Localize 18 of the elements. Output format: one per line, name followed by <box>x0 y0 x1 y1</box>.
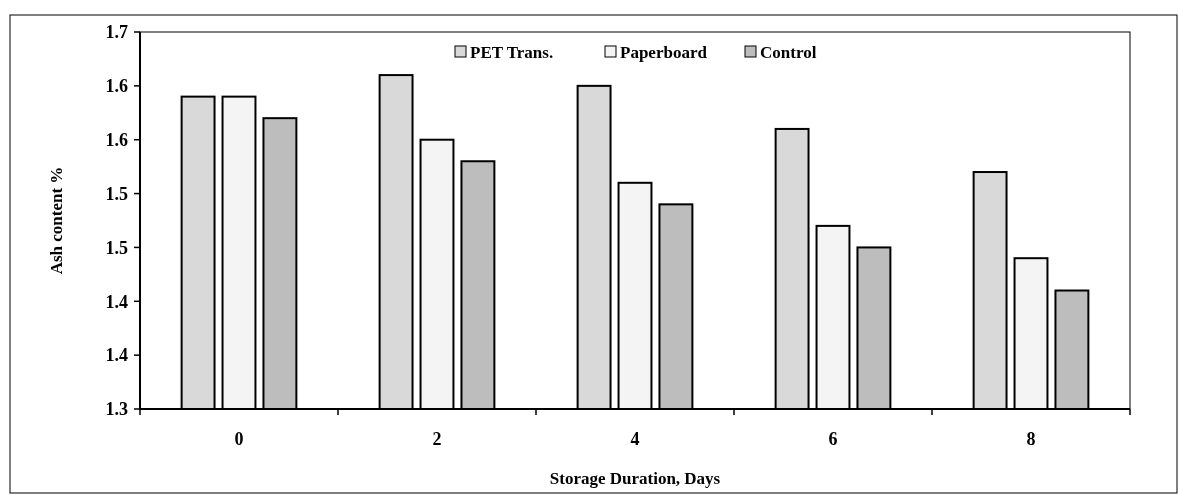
legend-label: Control <box>760 42 817 62</box>
y-tick-label: 1.5 <box>105 237 128 258</box>
legend-label: Paperboard <box>620 42 708 62</box>
y-tick-label: 1.6 <box>105 76 128 97</box>
y-tick-label: 1.7 <box>105 22 128 43</box>
y-tick-label: 1.6 <box>105 130 128 151</box>
y-tick-label: 1.3 <box>105 399 128 420</box>
x-tick-label: 8 <box>1026 429 1036 449</box>
y-axis-title: Ash content % <box>47 166 66 275</box>
x-axis-title: Storage Duration, Days <box>549 469 721 488</box>
x-tick-label: 4 <box>630 429 640 449</box>
x-tick-label: 2 <box>432 429 442 449</box>
y-tick-label: 1.4 <box>105 291 128 312</box>
legend-label: PET Trans. <box>470 42 554 62</box>
x-tick-label: 0 <box>234 429 244 449</box>
x-tick-label: 6 <box>828 429 838 449</box>
y-tick-label: 1.4 <box>105 345 128 366</box>
y-tick-label: 1.5 <box>105 183 128 204</box>
